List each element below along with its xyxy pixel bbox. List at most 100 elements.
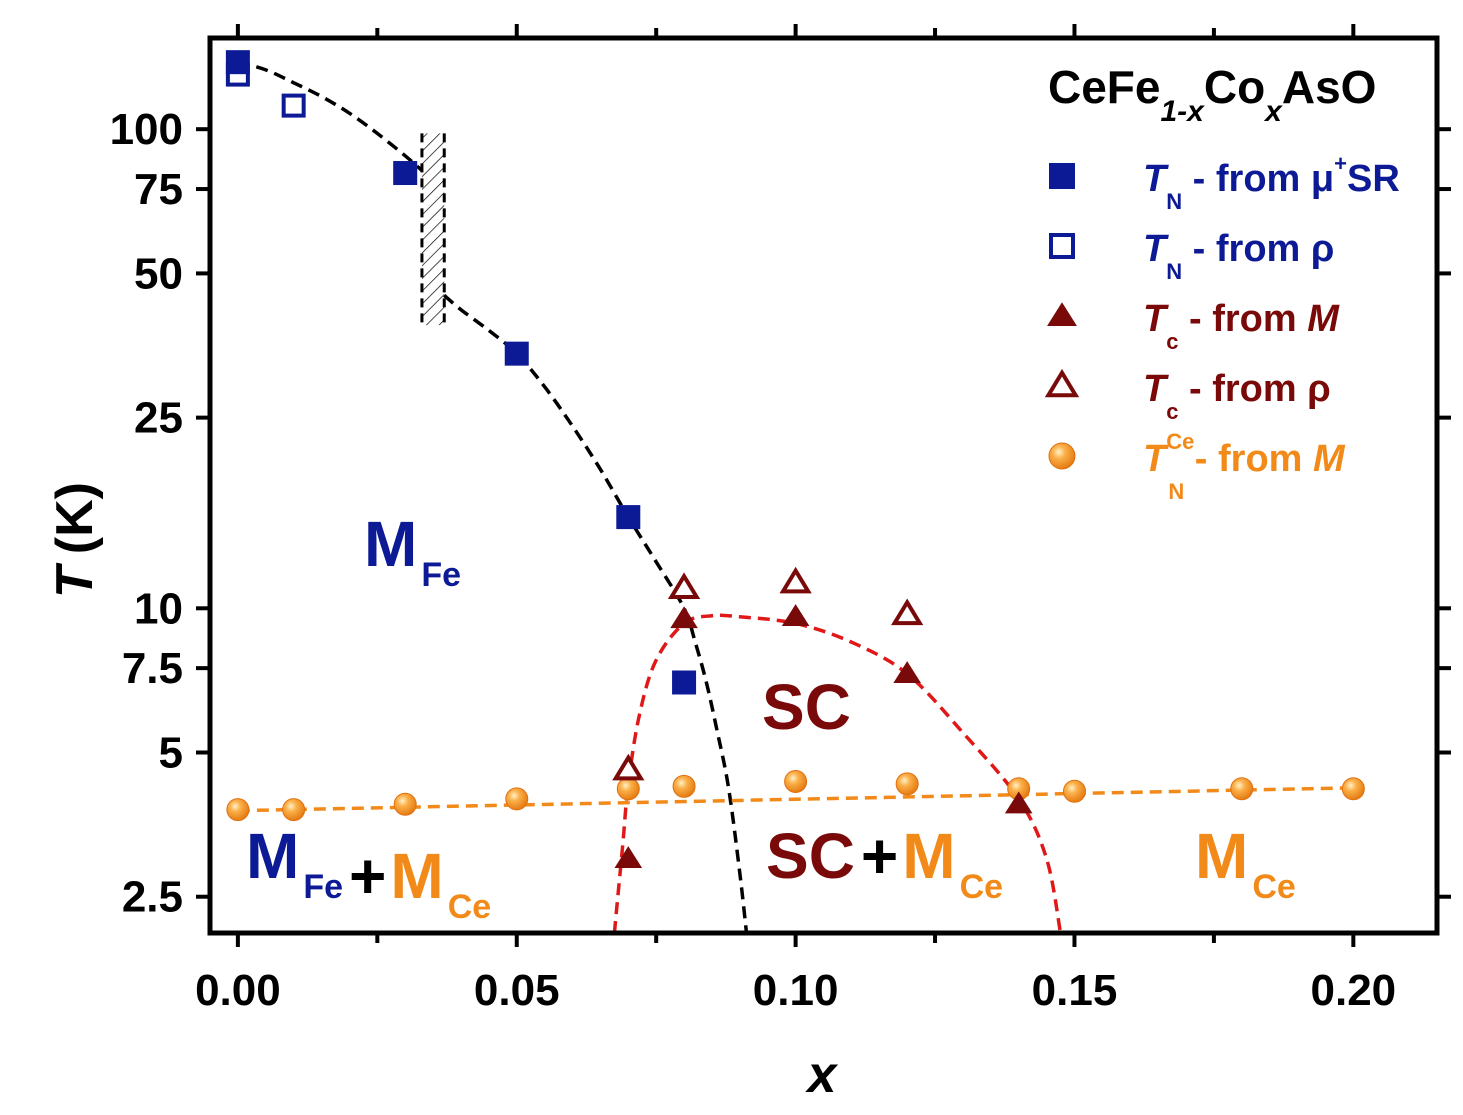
data-point-tc_m: [670, 606, 698, 629]
data-point-tnce_m: [282, 798, 306, 822]
data-point-tc_m: [893, 661, 921, 683]
data-point-tn_musr: [616, 505, 641, 530]
y-tick-label: 7.5: [122, 644, 183, 693]
data-point-tnce_m: [895, 772, 919, 796]
y-tick-label: 100: [110, 105, 183, 154]
title-part-1: CeFe: [1048, 61, 1160, 113]
data-point-tnce_m: [784, 769, 808, 793]
title-sub-1: 1-x: [1160, 95, 1205, 128]
data-point-tn_musr: [672, 670, 697, 695]
legend-text-body: - from ρ: [1182, 228, 1334, 270]
legend-sub: N: [1166, 259, 1182, 284]
data-point-tc_rho: [891, 598, 924, 626]
tick-labels: 0.00 0.05 0.10 0.15 0.20 2.5 5 7.5 10 25 50 75 100: [110, 105, 1397, 1015]
title-part-3: AsO: [1282, 61, 1377, 113]
legend-sub: c: [1166, 399, 1178, 424]
legend-sup: +: [1334, 151, 1347, 176]
legend-symbol: T: [1143, 368, 1169, 410]
fit-curve-m-fe-boundary-upper: [237, 60, 424, 172]
region-label-sc-mce: SC+M Ce: [766, 820, 1003, 906]
legend-marker-tc_rho: [1044, 368, 1080, 398]
data-point-tc_rho: [612, 753, 645, 781]
y-axis-label-unit: (K): [46, 482, 104, 554]
region-label-mfe-mce: M Fe+M Ce: [246, 820, 491, 926]
hatched-transition-region: [420, 133, 446, 326]
data-point-tn_rho: [281, 93, 306, 118]
x-axis-label: x: [805, 1046, 839, 1104]
data-point-tn_musr: [393, 161, 418, 186]
legend-tail: M: [1313, 438, 1346, 480]
x-tick-label: 0.20: [1311, 966, 1397, 1015]
x-tick-label: 0.00: [195, 966, 281, 1015]
legend-symbol: T: [1143, 438, 1169, 480]
data-point-tc_rho: [667, 572, 701, 600]
legend-label-tn_musr: TN - from μ+SR: [1143, 151, 1400, 214]
data-point-tnce_m: [226, 798, 250, 822]
legend-label-tc_rho: Tc - from ρ: [1143, 368, 1331, 424]
legend-marker-tn_musr: [1049, 163, 1075, 189]
legend-symbol: T: [1143, 228, 1169, 270]
legend-sub: N: [1168, 479, 1184, 504]
legend-symbol: T: [1143, 298, 1169, 340]
y-axis-label: T (K): [46, 482, 104, 598]
legend-tail: M: [1307, 298, 1340, 340]
region-label-mce: M Ce: [1195, 820, 1296, 906]
legend-marker-tnce_m: [1048, 442, 1076, 470]
region-part-sub: Fe: [421, 556, 461, 594]
region-part-sub: Ce: [960, 868, 1003, 906]
x-tick-label: 0.05: [474, 966, 560, 1015]
title-sub-2: x: [1263, 95, 1283, 128]
fit-curve-m-ce-boundary: [237, 786, 1354, 813]
y-tick-label: 25: [134, 394, 183, 443]
data-point-tc_rho: [779, 566, 812, 594]
data-point-tnce_m: [672, 774, 696, 798]
legend-marker-tn_rho: [1049, 233, 1075, 259]
region-part: SC: [766, 820, 855, 892]
legend-symbol: T: [1143, 158, 1169, 200]
x-tick-label: 0.15: [1032, 966, 1118, 1015]
region-part: SC: [762, 671, 851, 743]
region-part: +: [861, 820, 898, 892]
legend-text-body: - from μ: [1182, 158, 1334, 200]
legend-text-body: - from: [1178, 298, 1307, 340]
data-point-tnce_m: [1062, 779, 1086, 803]
y-tick-label: 75: [134, 165, 183, 214]
legend-label-tn_rho: TN - from ρ: [1143, 228, 1334, 284]
legend-tail: SR: [1347, 158, 1400, 200]
y-tick-label: 10: [134, 584, 183, 633]
y-tick-label: 50: [134, 249, 183, 298]
region-part: M: [364, 508, 417, 580]
title-part-2: Co: [1204, 61, 1265, 113]
region-part-sub: Ce: [1252, 868, 1295, 906]
data-point-tnce_m: [616, 777, 640, 801]
fit-curve-m-fe-boundary-lower: [443, 293, 749, 934]
region-part: M: [246, 820, 299, 892]
region-label-sc: SC: [762, 671, 851, 743]
y-tick-label: 2.5: [122, 873, 183, 922]
data-point-tn_musr: [504, 341, 529, 366]
legend-text-body: - from: [1184, 438, 1313, 480]
legend-sub: N: [1166, 189, 1182, 214]
region-part: M: [1195, 820, 1248, 892]
chart-title: CeFe1-xCoxAsO: [1048, 61, 1376, 128]
data-point-tn_musr: [225, 50, 250, 75]
region-label-mfe: M Fe: [364, 508, 461, 594]
region-part-sub: Ce: [448, 888, 491, 926]
legend-sup: Ce: [1166, 429, 1194, 454]
data-points: [225, 50, 1365, 868]
data-point-tc_m: [1004, 791, 1033, 814]
x-tick-label: 0.10: [753, 966, 839, 1015]
legend-label-tnce_m: TCe N - from M: [1143, 429, 1346, 504]
region-part: +: [349, 840, 386, 912]
data-point-tnce_m: [393, 792, 417, 816]
legend-label-tc_m: Tc - from M: [1143, 298, 1340, 354]
data-point-tc_m: [781, 604, 810, 626]
data-point-tnce_m: [1341, 777, 1365, 801]
region-part: M: [390, 840, 443, 912]
legend-sub: c: [1166, 329, 1178, 354]
data-point-tnce_m: [505, 787, 529, 811]
plot-frame: [207, 35, 1440, 936]
region-part-sub: Fe: [303, 868, 343, 906]
